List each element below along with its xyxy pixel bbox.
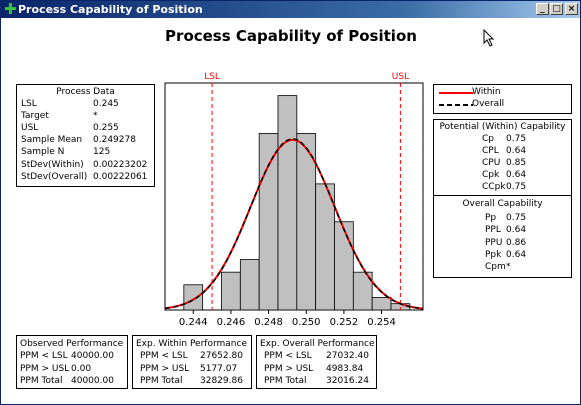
process-data-row-value: 0.00223202 <box>93 159 148 170</box>
potential-capability-row-value: 0.75 <box>506 182 527 192</box>
histogram-bar <box>277 95 298 311</box>
observed-performance-row-label: PPM Total <box>20 376 63 386</box>
exp-overall-performance-row-label: PPM > USL <box>264 363 314 374</box>
exp-within-performance-title: Exp. Within Performance <box>136 339 247 349</box>
potential-capability-box: Potential (Within) Capability Cp 0.75 CPL 0… <box>433 119 572 196</box>
exp-overall-performance-box: Exp. Overall Performance PPM < LSL 27032.… <box>256 335 377 389</box>
x-tick-label: 0.252 <box>330 317 359 328</box>
observed-performance-row-label: PPM > USL <box>20 363 70 374</box>
histogram-bar <box>183 284 204 311</box>
histogram-bar <box>334 221 354 311</box>
exp-overall-performance-row-value: 4983.84 <box>326 363 364 374</box>
exp-within-performance-row-label: PPM < LSL <box>140 351 188 361</box>
overall-curve <box>164 138 424 310</box>
process-data-row-label: StDev(Overall) <box>21 171 88 182</box>
window-title: Process Capability of Position <box>18 3 203 16</box>
potential-capability-row-label: Cp <box>482 134 494 144</box>
potential-capability-row-label: CCpk <box>482 182 506 192</box>
observed-performance-row-value: 40000.00 <box>71 351 114 361</box>
exp-overall-performance-row-label: PPM < LSL <box>264 351 312 361</box>
exp-within-performance-row-value: 5177.07 <box>200 363 238 374</box>
capability-histogram: LSL USL 0.244 0.246 0.248 0.250 0.252 0.254 <box>164 72 424 328</box>
potential-capability-row-label: CPU <box>482 158 501 168</box>
potential-capability-row-value: 0.85 <box>506 158 527 168</box>
x-tick-label: 0.246 <box>217 317 246 328</box>
exp-overall-performance-title: Exp. Overall Performance <box>260 339 375 349</box>
overall-capability-row-label: PPL <box>485 225 501 236</box>
process-data-row-value: 0.249278 <box>93 135 136 146</box>
x-tick-label: 0.254 <box>367 317 396 328</box>
observed-performance-box: Observed Performance PPM < LSL 40000.00 PP… <box>16 335 128 389</box>
potential-capability-row-label: CPL <box>482 146 499 156</box>
histogram-bar <box>221 271 241 311</box>
observed-performance-title: Observed Performance <box>20 339 124 349</box>
legend: Within Overall <box>433 84 572 114</box>
exp-overall-performance-row-value: 27032.40 <box>326 351 369 361</box>
overall-capability-row-label: Cpm <box>485 262 506 273</box>
overall-capability-row-value: 0.86 <box>506 237 527 248</box>
observed-performance-row-label: PPM < LSL <box>20 351 68 361</box>
minimize-button[interactable]: _ <box>536 3 549 15</box>
exp-within-performance-row-value: 32829.86 <box>200 376 243 386</box>
process-data-box: Process Data LSL 0.245 Target * USL 0.255 Samp… <box>16 84 155 187</box>
overall-capability-row-value: * <box>506 262 511 273</box>
observed-performance-row-value: 40000.00 <box>71 376 114 386</box>
process-data-row-value: 0.00222061 <box>93 171 148 182</box>
overall-capability-title: Overall Capability <box>462 199 543 209</box>
mouse-cursor-icon <box>483 29 495 47</box>
close-button[interactable]: × <box>565 3 578 15</box>
overall-capability-row-label: PPU <box>485 237 503 248</box>
potential-capability-row-value: 0.64 <box>506 170 527 180</box>
histogram-bar <box>239 259 260 311</box>
spec-limit-label: LSL <box>204 72 220 82</box>
exp-within-performance-row-value: 27652.80 <box>200 351 243 361</box>
x-tick-label: 0.250 <box>292 317 321 328</box>
histogram-bar <box>352 271 373 311</box>
chart-title: Process Capability of Position <box>165 27 417 45</box>
overall-capability-box: Overall Capability Pp 0.75 PPL 0.64 PPU 0.86 P… <box>433 195 572 278</box>
overall-capability-row-value: 0.64 <box>506 225 527 236</box>
process-data-row-value: 0.245 <box>93 99 119 109</box>
process-data-row-label: LSL <box>21 99 37 109</box>
x-tick-label: 0.248 <box>254 317 283 328</box>
process-data-row-label: Target <box>21 111 49 122</box>
histogram-bar <box>258 133 279 311</box>
overall-capability-row-label: Ppk <box>485 249 502 260</box>
process-data-row-value: 125 <box>93 147 111 158</box>
process-data-row-value: 0.255 <box>93 123 119 134</box>
overall-capability-row-value: 0.64 <box>506 249 527 260</box>
process-data-row-label: USL <box>21 123 39 134</box>
potential-capability-title: Potential (Within) Capability <box>439 122 566 132</box>
process-data-row-label: Sample N <box>21 147 65 158</box>
process-data-row-label: Sample Mean <box>21 135 83 146</box>
maximize-button[interactable]: □ <box>550 3 563 15</box>
potential-capability-row-value: 0.64 <box>506 146 527 156</box>
histogram-bar <box>315 183 335 311</box>
spec-limit-label: USL <box>392 72 409 82</box>
histogram-bar <box>371 296 392 311</box>
overall-capability-row-label: Pp <box>485 213 497 223</box>
exp-overall-performance-row-label: PPM Total <box>264 376 307 386</box>
potential-capability-row-label: Cpk <box>482 170 500 180</box>
x-tick-label: 0.244 <box>179 317 208 328</box>
potential-capability-row-value: 0.75 <box>506 134 527 144</box>
observed-performance-row-value: 0.00 <box>71 363 92 374</box>
process-data-row-value: * <box>93 111 98 122</box>
exp-overall-performance-row-value: 32016.24 <box>326 376 369 386</box>
overall-capability-row-value: 0.75 <box>506 213 527 223</box>
minitab-graph-icon: ✚ <box>4 0 17 18</box>
exp-within-performance-row-label: PPM Total <box>140 376 183 386</box>
exp-within-performance-box: Exp. Within Performance PPM < LSL 27652.8… <box>132 335 252 389</box>
exp-within-performance-row-label: PPM > USL <box>140 363 190 374</box>
process-data-row-label: StDev(Within) <box>21 159 84 170</box>
title-bar[interactable]: ✚ Process Capability of Position _ □ × <box>1 1 580 18</box>
process-data-title: Process Data <box>56 87 115 97</box>
legend-within-label: Within <box>472 87 501 97</box>
legend-overall-label: Overall <box>472 99 505 109</box>
